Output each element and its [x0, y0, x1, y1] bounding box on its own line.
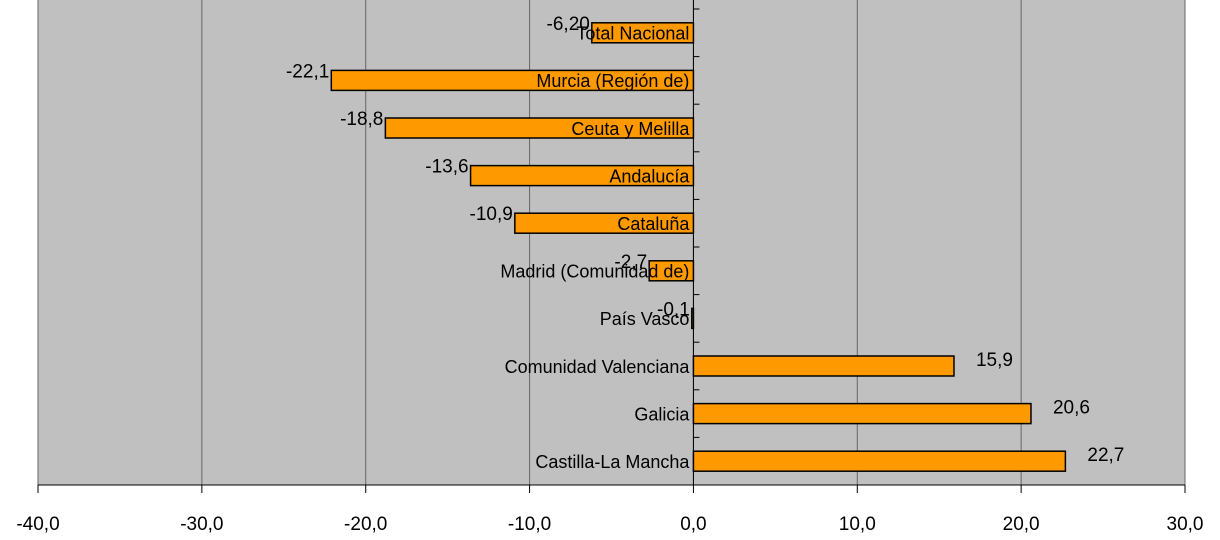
data-label: -18,8	[340, 109, 383, 130]
data-label: 20,6	[1053, 398, 1090, 419]
category-label: Andalucía	[609, 166, 690, 186]
category-label: Comunidad Valenciana	[505, 357, 691, 377]
x-tick-label: -20,0	[344, 514, 387, 535]
x-tick-label: 30,0	[1167, 514, 1204, 535]
data-label: -10,9	[470, 204, 513, 225]
data-label: 22,7	[1087, 445, 1124, 466]
bar	[330, 69, 695, 92]
bar	[692, 450, 1067, 472]
bar	[692, 355, 955, 377]
bar	[648, 260, 695, 282]
category-label: Galicia	[634, 404, 690, 424]
category-label: Cataluña	[617, 214, 690, 234]
category-label: Castilla-La Mancha	[535, 452, 690, 472]
bar	[691, 307, 695, 330]
category-label: Ceuta y Melilla	[571, 119, 690, 139]
x-tick-label: 10,0	[839, 514, 876, 535]
category-label: Murcia (Región de)	[536, 71, 689, 91]
x-tick-label: 0,0	[680, 514, 706, 535]
bar	[514, 212, 695, 234]
data-label: -0,1	[657, 299, 690, 320]
data-label: -22,1	[286, 61, 329, 82]
category-label: País Vasco	[600, 309, 690, 329]
data-label: 15,9	[976, 350, 1013, 371]
bar	[469, 164, 695, 187]
data-label: -6,20	[547, 14, 590, 35]
x-tick-label: -10,0	[508, 514, 551, 535]
category-label: Total Nacional	[576, 24, 689, 44]
bar	[384, 117, 695, 139]
x-tick-label: -40,0	[16, 514, 59, 535]
data-label: -13,6	[425, 157, 468, 178]
data-label: -2,7	[614, 252, 647, 273]
bar	[591, 22, 695, 44]
x-tick-label: -30,0	[180, 514, 223, 535]
bar	[692, 402, 1032, 425]
category-label: Madrid (Comunidad de)	[500, 262, 689, 282]
x-tick-label: 20,0	[1003, 514, 1040, 535]
